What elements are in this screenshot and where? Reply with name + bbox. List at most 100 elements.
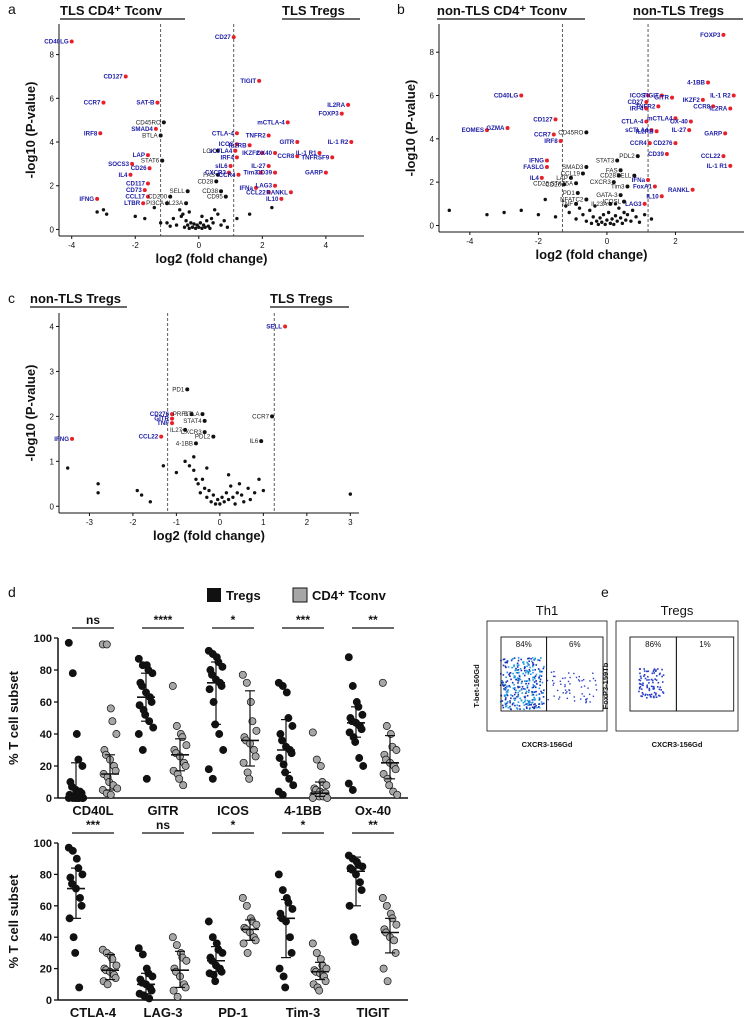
flow-event (515, 678, 517, 681)
flow-event (640, 695, 642, 697)
flow-event (541, 703, 543, 705)
gene-point (659, 194, 664, 199)
flow-event (538, 687, 541, 690)
flow-event (528, 689, 530, 692)
gene-label: OX-40 (670, 119, 688, 126)
flow-event (520, 699, 523, 702)
flow-event (542, 692, 544, 694)
flow-event (534, 686, 537, 689)
flow-event (560, 683, 562, 685)
flow-event (566, 691, 568, 693)
data-point (161, 464, 166, 468)
data-point (185, 223, 190, 227)
category-label: CD40L (72, 803, 113, 818)
gene-label: IFNG (79, 196, 94, 203)
gene-point (160, 158, 165, 163)
flow-event (505, 694, 508, 696)
gene-point (185, 387, 190, 392)
gene-label: CD40LG (494, 93, 519, 100)
flow-event (646, 686, 649, 689)
flow-event (525, 680, 528, 683)
data-point (613, 214, 618, 218)
gene-point (233, 148, 238, 153)
data-point (207, 488, 211, 493)
flow-event (638, 686, 641, 689)
flow-event (658, 695, 661, 697)
flow-event (538, 696, 541, 699)
flow-event (516, 662, 519, 665)
flow-event (540, 690, 542, 693)
data-point (101, 208, 106, 212)
data-point (600, 220, 604, 224)
gene-label: PRF1 (173, 411, 189, 418)
gene-point (236, 172, 241, 177)
data-point (203, 225, 207, 229)
flow-event (522, 701, 525, 704)
flow-event (502, 681, 504, 684)
flow-event (652, 670, 655, 673)
y-axis-label: % T cell subset (6, 874, 21, 969)
gene-point (288, 190, 293, 195)
data-point (220, 495, 224, 499)
gene-point (145, 194, 150, 199)
data-point-treg (278, 682, 287, 690)
gene-point (616, 173, 621, 178)
gene-point (184, 201, 189, 206)
flow-event (648, 688, 651, 691)
flow-event (506, 660, 509, 662)
data-point (218, 502, 222, 506)
y-tick-label: 1 (50, 457, 55, 466)
panel-letter-c: c (8, 290, 15, 306)
data-point-treg (72, 854, 81, 863)
gate-percent: 84% (516, 640, 532, 649)
data-point-treg (134, 654, 143, 663)
data-point-treg (138, 746, 147, 754)
data-point (257, 477, 261, 481)
data-point-treg (138, 950, 147, 959)
flow-event (527, 662, 529, 665)
gene-point (270, 414, 275, 419)
x-tick-label: 4 (324, 241, 329, 250)
data-point (211, 493, 216, 497)
data-point (190, 225, 195, 229)
flow-event (643, 668, 646, 670)
flow-event (653, 669, 655, 671)
gene-label: LAP (133, 152, 145, 159)
data-point-tconv (111, 974, 120, 982)
flow-event (641, 695, 643, 698)
x-tick-label: -2 (132, 241, 140, 250)
data-point (519, 208, 523, 213)
gene-label: CTLA-4 (212, 130, 235, 137)
flow-event (514, 697, 517, 700)
y-tick-label: 20 (40, 964, 52, 976)
data-point (233, 502, 237, 506)
flow-event (534, 668, 536, 671)
data-point (222, 219, 226, 223)
gene-label: BTLA (142, 132, 158, 139)
gene-label: CCL22 (701, 153, 721, 160)
data-point (348, 492, 353, 496)
flow-event (651, 672, 654, 675)
data-point (584, 219, 589, 223)
flow-event (513, 676, 515, 679)
flow-event (546, 679, 549, 682)
panel-letter-a: a (8, 1, 16, 17)
gene-point (647, 141, 652, 146)
gene-point (130, 161, 135, 166)
flow-event (516, 704, 519, 707)
gene-label: CTLA-4 (621, 119, 644, 126)
flow-event (537, 706, 540, 708)
flow-event (513, 664, 515, 666)
flow-event (514, 669, 517, 672)
gene-point (723, 131, 728, 136)
flow-event (542, 702, 545, 705)
gene-point (673, 141, 678, 146)
data-point (235, 216, 239, 221)
flow-event (652, 681, 654, 684)
category-label: 4-1BB (284, 803, 322, 818)
flow-event (640, 688, 643, 690)
data-point (649, 217, 654, 221)
gene-label: IL10 (266, 196, 279, 203)
flow-event (646, 679, 648, 681)
data-point-tconv (242, 901, 251, 910)
